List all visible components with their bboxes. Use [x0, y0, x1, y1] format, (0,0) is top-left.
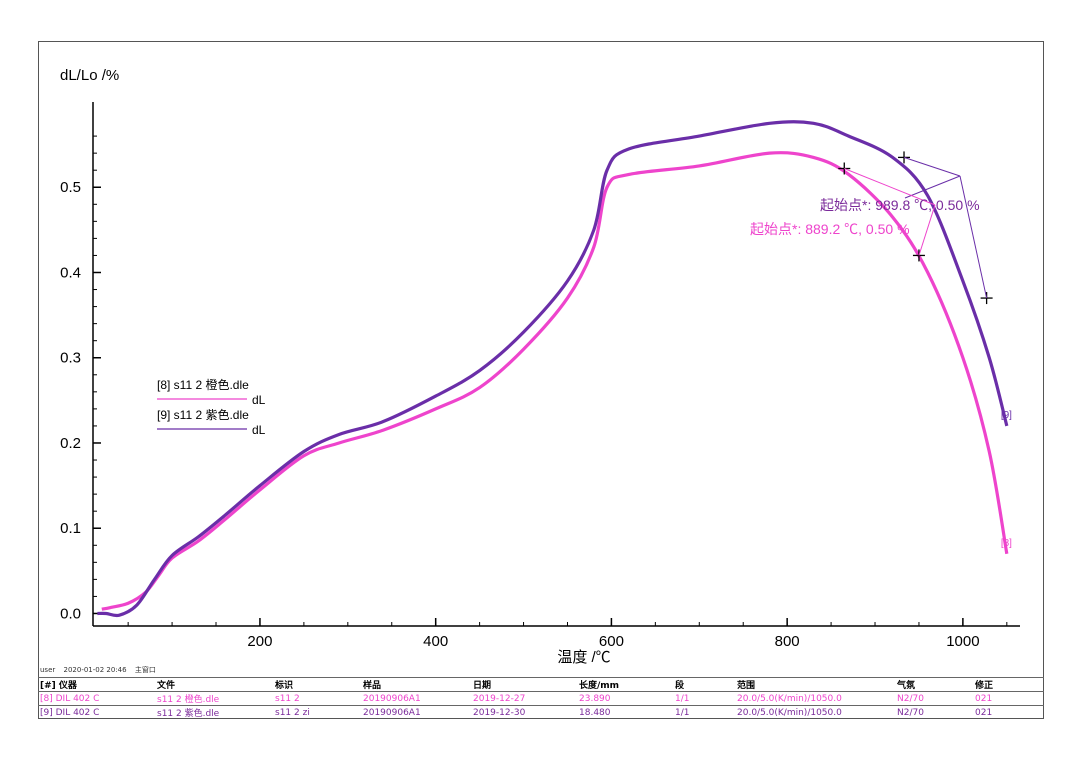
- leader-line: [904, 175, 961, 199]
- table-cell: 2019-12-30: [471, 705, 577, 719]
- x-tick-label: 600: [599, 633, 624, 650]
- table-header-row: [#] 仪器 文件 标识 样品 日期 长度/mm 段范围 气氛 修正: [38, 677, 1044, 692]
- table-cell: 2019-12-27: [471, 691, 577, 706]
- table-cell: 20.0/5.0(K/min)/1050.0: [735, 691, 895, 706]
- meta-datetime: 2020-01-02 20:46: [63, 666, 127, 674]
- table-cell: 18.480: [577, 705, 673, 719]
- legend-curve-label: dL: [252, 423, 266, 437]
- table-cell: s11 2 橙色.dle: [155, 691, 273, 706]
- table-header-cell: [#] 仪器: [38, 677, 155, 692]
- leader-line: [959, 175, 988, 299]
- table-cell: s11 2: [273, 691, 361, 706]
- series-line-1: [97, 120, 1009, 618]
- x-axis-label: 温度 /℃: [557, 649, 610, 666]
- series-group: [8] [9]: [97, 120, 1012, 618]
- table-header-cell: 日期: [471, 677, 577, 692]
- table-cell: 20190906A1: [361, 691, 471, 706]
- x-tick-label: 800: [775, 633, 800, 650]
- table-header-cell: 样品: [361, 677, 471, 692]
- table-cell: N2/70: [895, 705, 973, 719]
- axes: 0.0 0.1 0.2 0.3 0.4 0.5 200 400 600 800 1000: [60, 102, 1020, 650]
- x-tick-label: 200: [247, 633, 272, 650]
- legend-file-label: [8] s11 2 橙色.dle: [157, 377, 249, 392]
- x-tick-label: 1000: [946, 633, 979, 650]
- table-header-cell: 文件: [155, 677, 273, 692]
- y-tick-label: 0.2: [60, 435, 81, 452]
- legend-file-label: [9] s11 2 紫色.dle: [157, 408, 249, 422]
- table-cell: N2/70: [895, 691, 973, 706]
- table-cell: 021: [973, 691, 1044, 706]
- table-header-cell: 范围: [735, 677, 895, 692]
- table-cell: 1/1: [673, 691, 735, 706]
- y-tick-label: 0.5: [60, 179, 81, 196]
- leader-line: [844, 168, 936, 206]
- annotations: 起始点*: 989.8 ℃, 0.50 % 起始点*: 889.2 ℃, 0.50…: [750, 156, 988, 299]
- y-tick-label: 0.4: [60, 264, 81, 281]
- onset-annotation-pink: 起始点*: 889.2 ℃, 0.50 %: [750, 221, 910, 237]
- meta-user: user: [40, 666, 56, 674]
- table-header-cell: 段: [673, 677, 735, 692]
- table-cell: 1/1: [673, 705, 735, 719]
- meta-window: 主窗口: [134, 666, 156, 674]
- table-header-cell: 修正: [973, 677, 1044, 692]
- table-cell: 20.0/5.0(K/min)/1050.0: [735, 705, 895, 719]
- y-tick-label: 0.1: [60, 520, 81, 537]
- table-cell: 20190906A1: [361, 705, 471, 719]
- status-meta: user 2020-01-02 20:46 主窗口: [40, 665, 162, 675]
- onset-annotation-purple: 起始点*: 989.8 ℃, 0.50 %: [820, 197, 980, 213]
- table-cell: s11 2 zi: [273, 705, 361, 719]
- leader-line: [918, 204, 936, 256]
- y-tick-label: 0.0: [60, 605, 81, 622]
- table-cell: 23.890: [577, 691, 673, 706]
- table-header-cell: 标识: [273, 677, 361, 692]
- leader-line: [903, 156, 961, 177]
- x-tick-label: 400: [423, 633, 448, 650]
- table-cell: [9] DIL 402 C: [38, 705, 155, 719]
- table-header-cell: 长度/mm: [577, 677, 673, 692]
- table-cell: s11 2 紫色.dle: [155, 705, 273, 719]
- table-header-cell: 气氛: [895, 677, 973, 692]
- table-cell: [8] DIL 402 C: [38, 691, 155, 706]
- y-tick-label: 0.3: [60, 350, 81, 367]
- series-end-label: [8]: [1001, 538, 1012, 549]
- table-cell: 021: [973, 705, 1044, 719]
- legend-curve-label: dL: [252, 393, 266, 407]
- series-end-label: [9]: [1001, 410, 1012, 421]
- y-axis-label: dL/Lo /%: [60, 67, 119, 84]
